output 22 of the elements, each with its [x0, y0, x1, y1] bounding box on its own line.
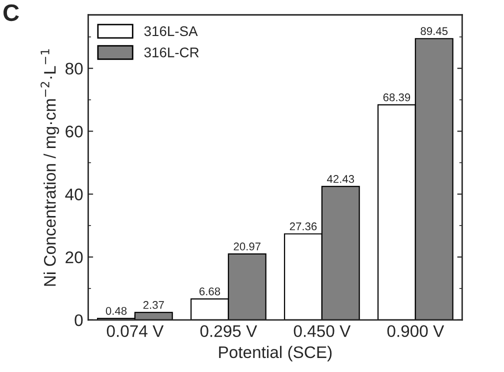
y-tick-label: 0: [74, 314, 83, 326]
y-tick-label: 60: [66, 126, 83, 138]
x-tick-label: 0.074 V: [106, 325, 164, 338]
x-axis-title: Potential (SCE): [219, 346, 332, 362]
data-label: 6.68: [199, 287, 220, 296]
data-label: 89.45: [420, 27, 448, 36]
y-tick-label: 80: [66, 62, 83, 75]
data-label: 2.37: [143, 301, 164, 309]
data-label: 27.36: [290, 222, 317, 230]
data-label: 42.43: [326, 175, 354, 183]
data-label: 0.48: [106, 306, 127, 315]
legend-label: 316L-SA: [144, 26, 198, 36]
y-tick-label: 20: [66, 251, 83, 264]
x-tick-label: 0.450 V: [294, 325, 351, 338]
data-label: 20.97: [234, 242, 260, 250]
legend-label: 316L-CR: [144, 48, 199, 58]
x-tick-label: 0.295 V: [200, 325, 258, 338]
y-axis-title: Ni Concentration / mg·cm$^{−2}$·L$^{−1}$: [40, 49, 60, 286]
data-label: 68.39: [383, 93, 410, 102]
x-tick-label: 0.900 V: [387, 325, 444, 338]
y-tick-label: 40: [65, 188, 83, 200]
text: C: [3, 4, 19, 22]
